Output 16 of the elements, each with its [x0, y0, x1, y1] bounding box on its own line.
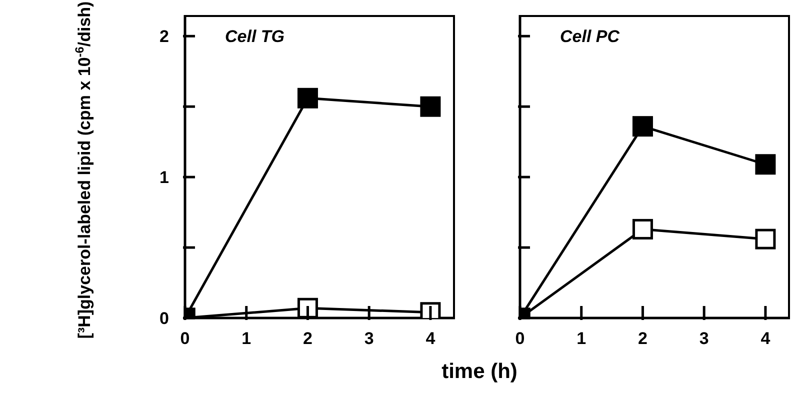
- x-tick-label: 0: [180, 329, 190, 348]
- text: Cell TG: [225, 27, 285, 47]
- x-tick-label: 1: [576, 329, 586, 348]
- x-tick-label: 4: [426, 329, 436, 348]
- y-tick-label: 2: [160, 27, 169, 46]
- x-tick-label: 2: [302, 329, 312, 348]
- x-tick-label: 0: [515, 329, 525, 348]
- x-tick-label: 3: [699, 329, 709, 348]
- y-tick-label: 1: [160, 168, 169, 188]
- x-tick-label: 2: [638, 329, 648, 348]
- x-tick-label: 3: [364, 329, 374, 348]
- text: Cell PC: [560, 27, 620, 47]
- y-tick-label: 0: [160, 309, 169, 328]
- x-tick-label: 4: [760, 329, 771, 348]
- x-axis-title: time (h): [440, 360, 518, 384]
- x-tick-label: 1: [242, 329, 252, 348]
